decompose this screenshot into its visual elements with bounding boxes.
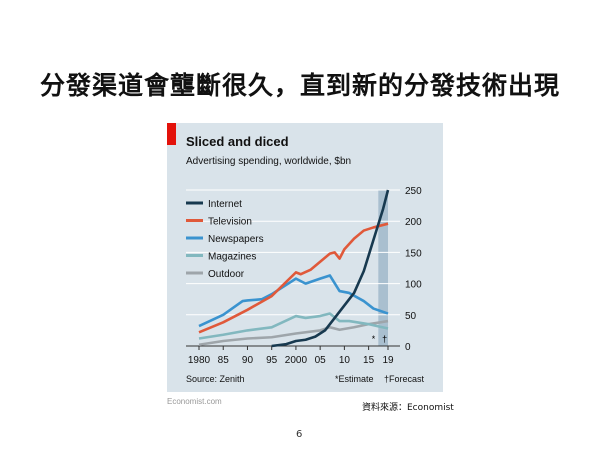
chart-panel	[167, 123, 443, 392]
legend-label: Internet	[208, 199, 242, 210]
x-tick-label: 19	[382, 355, 394, 366]
y-tick-label: 150	[405, 248, 422, 259]
x-tick-label: 2000	[285, 355, 308, 366]
legend-label: Outdoor	[208, 269, 245, 280]
series-line-internet	[271, 189, 390, 348]
legend-label: Newspapers	[208, 234, 264, 245]
y-tick-label: 200	[405, 217, 422, 228]
series-line-television	[198, 222, 389, 334]
x-tick-label: 05	[315, 355, 327, 366]
y-tick-label: 250	[405, 186, 422, 197]
x-tick-label: 85	[218, 355, 230, 366]
series-line-newspapers	[198, 274, 389, 328]
x-tick-label: 95	[266, 355, 278, 366]
chart-source: Source: Zenith	[186, 374, 245, 384]
forecast-marker: †	[382, 334, 387, 344]
chart-title: Sliced and diced	[186, 134, 289, 149]
slide-title: 分發渠道會壟斷很久，直到新的分發技術出現	[39, 71, 560, 100]
footnote-estimate: *Estimate	[335, 374, 374, 384]
credit: Economist.com	[167, 397, 222, 406]
series-line-magazines	[198, 312, 389, 340]
estimate-marker: *	[372, 334, 376, 344]
chart-subtitle: Advertising spending, worldwide, $bn	[186, 156, 351, 167]
source-note: 資料來源：Economist	[362, 403, 454, 413]
legend-label: Television	[208, 217, 252, 228]
x-tick-label: 90	[242, 355, 254, 366]
series-line-outdoor	[198, 319, 389, 347]
x-tick-label: 15	[363, 355, 375, 366]
y-tick-label: 100	[405, 280, 422, 291]
forecast-band	[378, 190, 388, 346]
x-tick-label: 10	[339, 355, 351, 366]
red-tag	[167, 123, 176, 145]
y-tick-label: 0	[405, 342, 411, 353]
y-tick-label: 50	[405, 311, 417, 322]
x-tick-label: 1980	[188, 355, 211, 366]
footnote-forecast: †Forecast	[384, 374, 425, 384]
page-number: 6	[296, 429, 303, 440]
legend-label: Magazines	[208, 252, 256, 263]
